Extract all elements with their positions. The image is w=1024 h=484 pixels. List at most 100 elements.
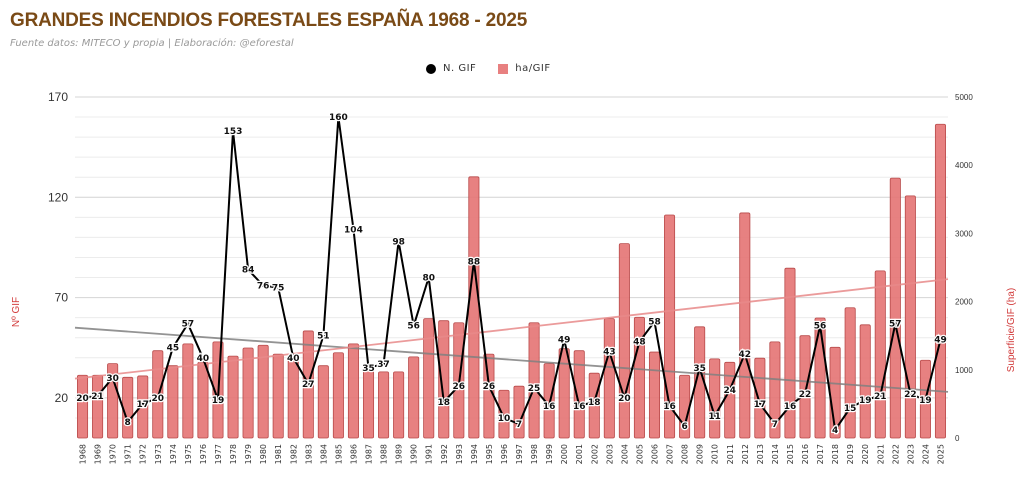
x-tick-label: 1982 [289,444,298,464]
point-1993 [457,384,461,388]
point-2025 [938,338,942,342]
point-1972 [141,402,145,406]
point-2008 [683,424,687,428]
point-label-2000: 49 [558,336,571,346]
point-1973 [156,396,160,400]
bar-1990 [408,356,420,439]
bar-1979 [242,347,254,439]
y-right-tick-label: 4000 [955,161,973,170]
point-1985 [336,115,340,119]
point-label-1999: 16 [543,402,556,412]
x-tick-label: 2005 [635,444,644,464]
bar-2010 [709,358,721,439]
point-label-1986: 104 [344,225,363,235]
point-label-1984: 51 [317,332,330,342]
bar-2012 [739,212,751,439]
point-2003 [607,350,611,354]
point-2021 [878,394,882,398]
point-label-1987: 35 [362,364,375,374]
point-label-2009: 35 [693,364,706,374]
point-2015 [788,404,792,408]
bar-1971 [122,376,134,439]
bar-2016 [799,335,811,439]
point-1997 [517,422,521,426]
x-tick-label: 2002 [590,444,599,464]
point-label-2011: 24 [723,386,736,396]
x-tick-label: 2009 [696,444,705,464]
x-tick-label: 2025 [936,444,945,464]
line-series [81,115,942,433]
point-1978 [231,129,235,133]
x-tick-label: 1995 [485,444,494,464]
bar-1992 [438,320,450,439]
point-label-1988: 37 [377,360,390,370]
bar-1991 [423,318,435,439]
x-tick-label: 1986 [349,444,358,464]
point-1968 [81,396,85,400]
point-label-2018: 4 [832,426,838,436]
y-right-tick-label: 3000 [955,229,973,238]
point-2018 [833,428,837,432]
x-tick-label: 1990 [410,444,419,464]
x-tick-label: 1996 [500,444,509,464]
y-axis-left: 20 70 120 170 [48,90,68,405]
bar-1988 [378,371,390,439]
bar-1985 [332,352,344,439]
bar-1982 [287,357,299,439]
x-tick-label: 1994 [470,444,479,464]
y-left-tick-label: 70 [55,291,69,305]
x-tick-label: 1999 [545,444,554,464]
point-label-1976: 40 [197,354,210,364]
point-1969 [96,394,100,398]
x-tick-label: 1968 [79,444,88,464]
x-tick-label: 2010 [711,444,720,464]
bar-1997 [513,385,525,439]
y-right-tick-label: 0 [955,434,960,443]
point-label-1971: 8 [125,418,131,428]
y-left-tick-label: 170 [48,90,68,104]
bar-2021 [874,270,886,439]
point-2005 [637,340,641,344]
x-tick-label: 2015 [786,444,795,464]
point-2010 [713,414,717,418]
y-axis-right-label: Superficie/GIF (ha) [1006,288,1017,372]
point-label-1985: 160 [329,113,348,123]
point-label-2008: 6 [681,422,687,432]
point-label-1991: 80 [422,274,435,284]
point-2014 [773,422,777,426]
line-ngif [82,116,942,433]
x-tick-label: 2019 [846,444,855,464]
point-label-1989: 98 [392,237,405,247]
bar-2004 [618,243,630,439]
point-label-1998: 25 [528,384,541,394]
point-label-2020: 19 [859,396,872,406]
bar-series [77,123,946,439]
point-1998 [532,386,536,390]
point-1988 [382,362,386,366]
point-label-1968: 20 [76,394,89,404]
x-tick-label: 1985 [334,444,343,464]
legend-label-ngif: N. GIF [443,63,477,74]
legend-circle-icon [426,63,436,74]
point-2022 [893,322,897,326]
bar-1981 [272,353,284,439]
x-tick-label: 1992 [440,444,449,464]
x-tick-label: 1978 [229,444,238,464]
legend-label-hagif: ha/GIF [515,63,551,74]
x-tick-label: 1980 [259,444,268,464]
bar-1978 [227,355,239,439]
x-tick-label: 2022 [891,444,900,464]
bar-2022 [889,177,901,439]
point-label-2004: 20 [618,394,631,404]
point-2023 [908,392,912,396]
point-1987 [367,366,371,370]
point-2011 [728,388,732,392]
bar-2020 [859,324,871,439]
point-label-1978: 153 [224,127,243,137]
point-label-1997: 7 [516,420,522,430]
point-label-2024: 19 [919,396,932,406]
x-tick-label: 1977 [214,444,223,464]
bar-2006 [648,351,661,439]
x-tick-label: 1974 [169,444,178,464]
